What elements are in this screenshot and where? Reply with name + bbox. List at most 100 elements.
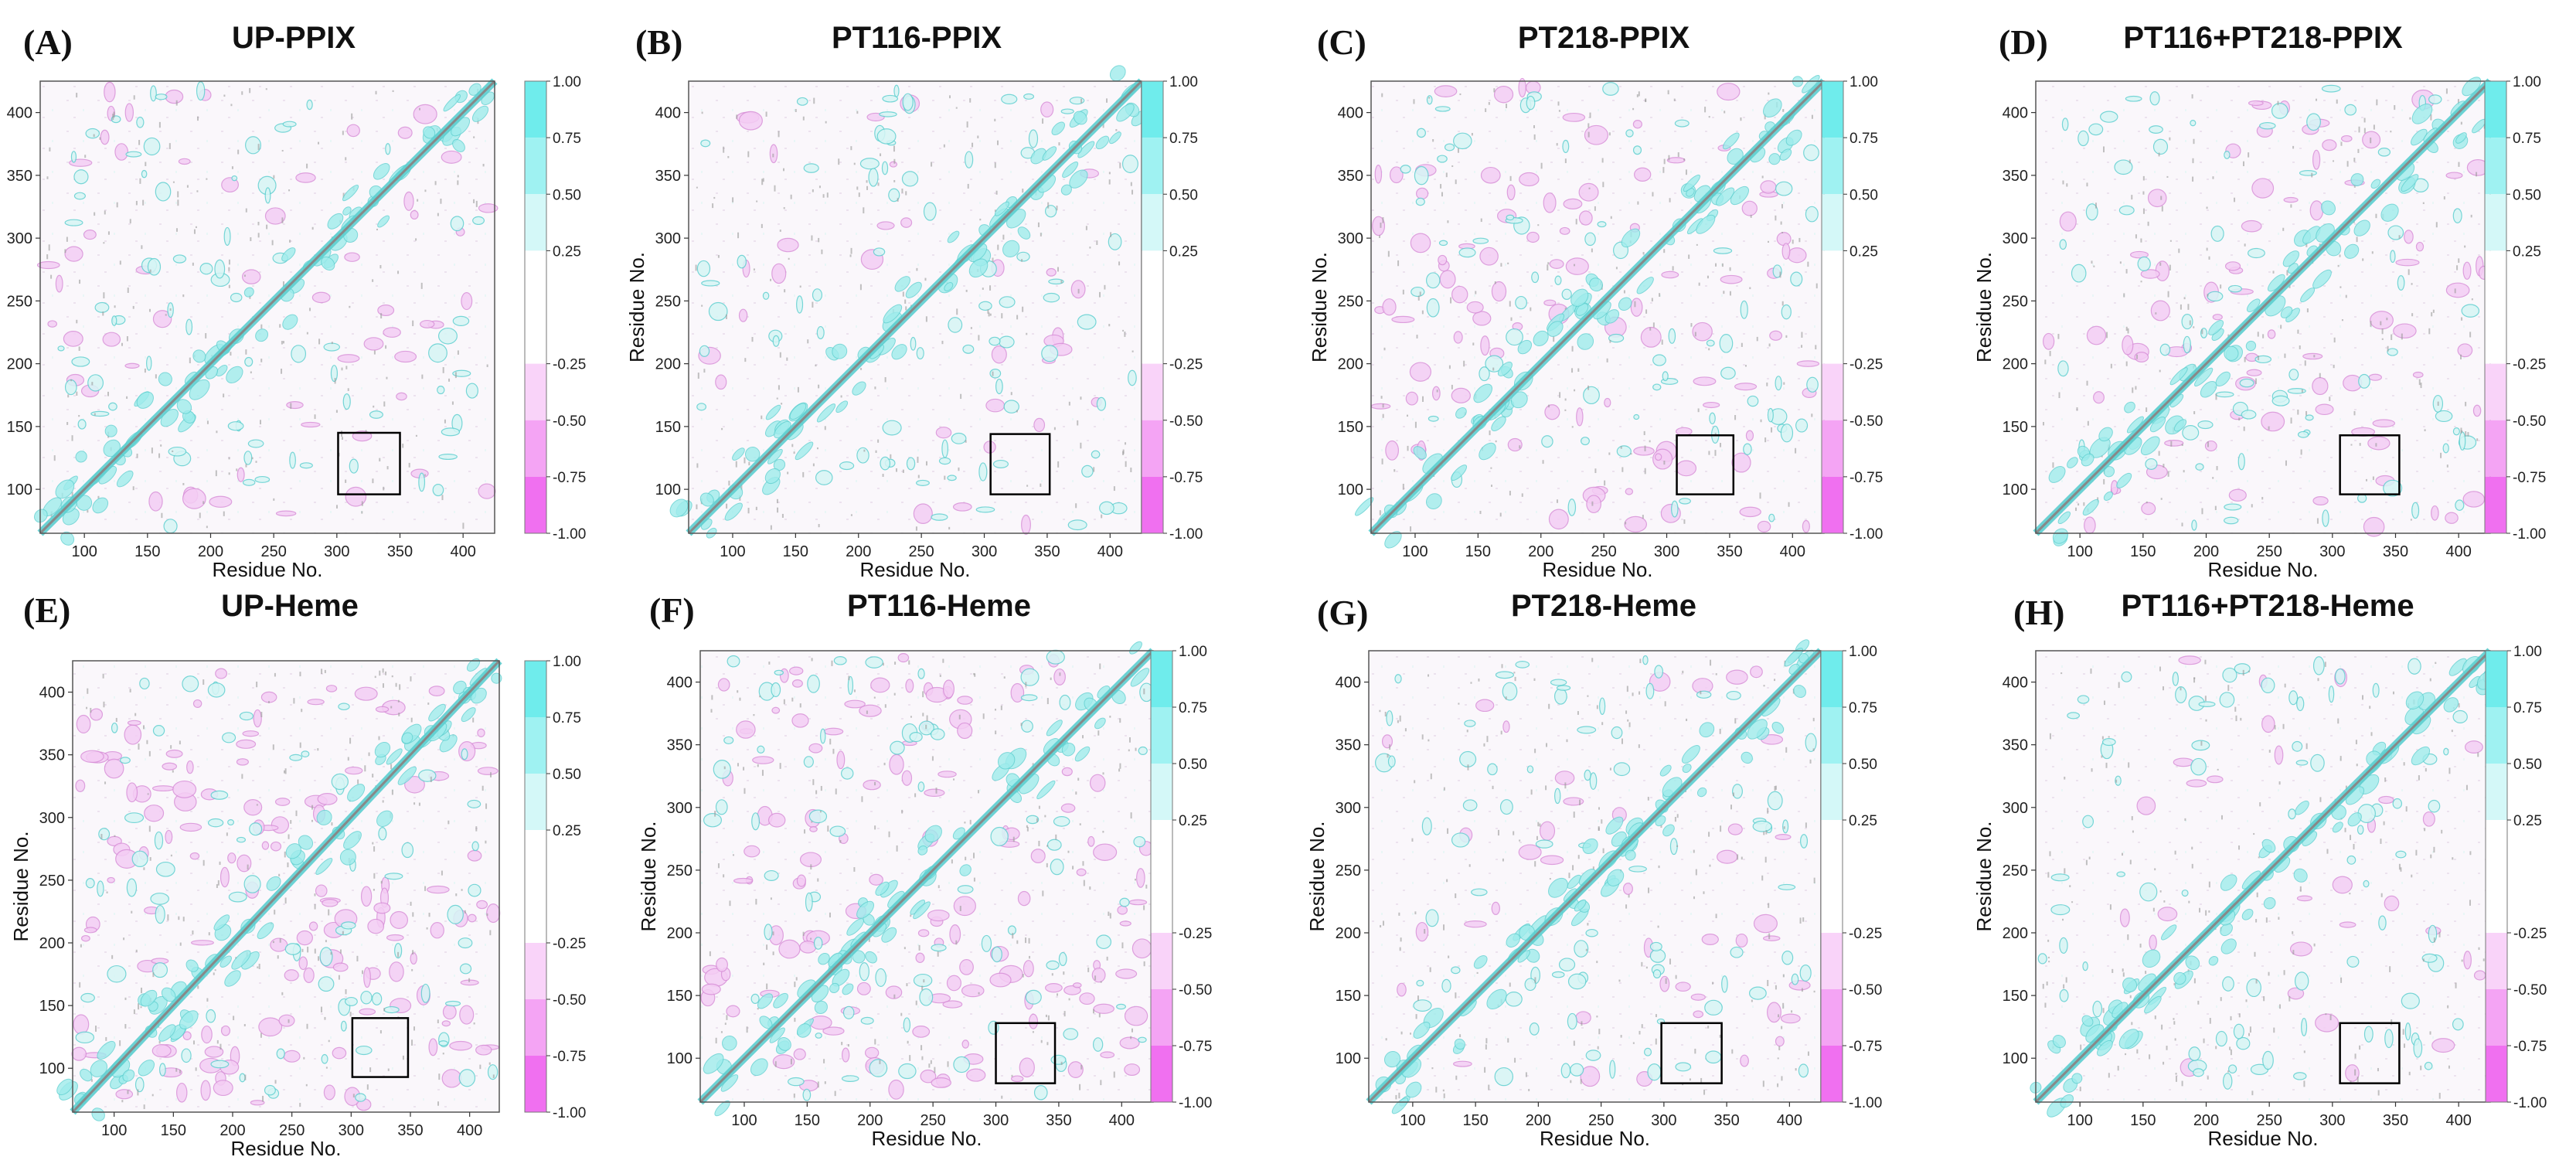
colorbar-band xyxy=(525,943,546,999)
y-tick-label: 350 xyxy=(1338,168,1363,185)
colorbar-band xyxy=(525,774,546,830)
colorbar-tick-label: 0.25 xyxy=(2513,243,2541,260)
y-tick-label: 350 xyxy=(39,747,65,764)
colorbar-tick-label: 0.25 xyxy=(2513,813,2542,829)
colorbar-tick-label: -0.75 xyxy=(553,470,586,486)
x-tick-label: 250 xyxy=(2256,543,2282,560)
x-tick-label: 200 xyxy=(846,543,871,560)
x-tick-label: 100 xyxy=(71,543,97,560)
panel-e: (E) UP-Heme 100 150 200 250 300 350 400 100 150 200… xyxy=(9,589,586,1160)
y-tick-label: 100 xyxy=(655,481,681,498)
y-tick-label: 200 xyxy=(655,356,681,373)
panel-title: PT116-Heme xyxy=(847,589,1031,623)
colorbar-tick-label: 0.50 xyxy=(2513,757,2542,773)
x-tick-label: 350 xyxy=(1034,543,1060,560)
panel-d: (D) PT116+PT218-PPIX 100 150 200 250 300 350 400… xyxy=(1972,21,2546,581)
colorbar-tick-label: 1.00 xyxy=(1169,74,1198,90)
colorbar-tick-label: -0.25 xyxy=(553,936,586,952)
colorbar-band xyxy=(1821,933,1843,989)
panel-a: (A) UP-PPIX 100 150 200 250 300 350 400 100 150 200… xyxy=(7,21,587,581)
x-tick-label: 400 xyxy=(450,543,475,560)
y-tick-label: 300 xyxy=(1338,230,1363,247)
colorbar-tick-label: 0.50 xyxy=(2513,187,2541,203)
colorbar-frame xyxy=(1820,650,1843,1103)
colorbar-tick-label: -1.00 xyxy=(553,1105,586,1121)
panel-title: UP-Heme xyxy=(221,589,359,623)
y-tick-label: 400 xyxy=(1336,675,1361,692)
colorbar-frame xyxy=(2485,650,2508,1103)
y-tick-label: 150 xyxy=(2003,419,2028,436)
x-tick-label: 300 xyxy=(2319,1112,2345,1129)
correlation-contours xyxy=(34,78,499,546)
highlight-box xyxy=(351,1017,410,1078)
colorbar-band xyxy=(525,138,546,195)
y-tick-label: 300 xyxy=(1336,800,1361,817)
colorbar-band xyxy=(2485,363,2506,420)
colorbar-band xyxy=(1142,138,1163,195)
colorbar-band xyxy=(1822,250,1843,364)
x-axis-label: Residue No. xyxy=(859,558,970,581)
colorbar-tick-label: -0.50 xyxy=(553,413,586,430)
y-axis-label: Residue No. xyxy=(1305,821,1329,931)
colorbar-band xyxy=(1822,138,1843,195)
panel-letter: (D) xyxy=(1999,22,2048,62)
y-tick-label: 300 xyxy=(2003,230,2028,247)
highlight-box xyxy=(989,433,1051,495)
x-tick-label: 200 xyxy=(198,543,223,560)
x-tick-label: 150 xyxy=(783,543,808,560)
colorbar-band xyxy=(2486,989,2507,1046)
colorbar: 1.00 0.75 0.50 0.25 -0.25 -0.50 -0.75 -1.00 xyxy=(1150,644,1212,1111)
x-axis-label: Residue No. xyxy=(1540,1127,1650,1150)
x-tick-label: 400 xyxy=(1097,543,1123,560)
x-tick-label: 100 xyxy=(720,543,745,560)
x-tick-label: 150 xyxy=(161,1122,186,1139)
y-tick-label: 150 xyxy=(1336,988,1361,1005)
panel-title: PT218-PPIX xyxy=(1518,21,1690,55)
highlight-box xyxy=(337,431,401,495)
panel-letter: (E) xyxy=(23,590,70,630)
colorbar-band xyxy=(525,717,546,774)
highlight-box xyxy=(1676,434,1735,495)
colorbar-band xyxy=(1142,194,1163,251)
y-axis-label: Residue No. xyxy=(1308,252,1331,362)
colorbar-tick-label: 1.00 xyxy=(553,74,581,90)
x-tick-label: 150 xyxy=(795,1112,820,1129)
colorbar-band xyxy=(1151,764,1172,820)
colorbar-band xyxy=(1142,250,1163,364)
y-tick-label: 200 xyxy=(2003,925,2028,942)
colorbar-band xyxy=(1821,764,1843,820)
panel-title: PT116+PT218-Heme xyxy=(2121,589,2414,623)
y-tick-label: 200 xyxy=(2003,356,2028,373)
x-tick-label: 350 xyxy=(397,1122,423,1139)
colorbar-tick-label: -0.25 xyxy=(553,357,586,373)
colorbar-band xyxy=(1151,1046,1172,1102)
panel-title: PT116+PT218-PPIX xyxy=(2123,21,2403,55)
colorbar-band xyxy=(2485,476,2506,533)
colorbar-tick-label: -0.50 xyxy=(2513,413,2546,430)
panel-letter: (G) xyxy=(1317,593,1368,632)
panel-title: PT116-PPIX xyxy=(832,21,1002,55)
y-tick-label: 150 xyxy=(2003,988,2028,1005)
colorbar-tick-label: -0.75 xyxy=(1849,470,1883,486)
colorbar-tick-label: -0.75 xyxy=(2513,1039,2547,1055)
y-tick-label: 100 xyxy=(1338,481,1363,498)
y-axis-label: Residue No. xyxy=(625,252,648,362)
colorbar-band xyxy=(1142,476,1163,533)
y-tick-label: 400 xyxy=(2003,105,2028,122)
x-axis-label: Residue No. xyxy=(230,1137,341,1160)
colorbar-band xyxy=(1151,651,1172,707)
y-tick-label: 350 xyxy=(655,168,681,185)
y-tick-label: 200 xyxy=(39,935,65,952)
colorbar-band xyxy=(2486,764,2507,820)
panel-letter: (F) xyxy=(649,590,695,630)
colorbar-tick-label: 0.25 xyxy=(553,243,581,260)
y-tick-label: 250 xyxy=(655,293,681,310)
plot-frame xyxy=(39,80,495,534)
correlation-contours xyxy=(56,658,502,1121)
colorbar-band xyxy=(1821,1046,1843,1102)
panel-b: (B) PT116-PPIX 100 150 200 250 300 350 400 100 150… xyxy=(625,21,1203,581)
colorbar-band xyxy=(2485,81,2506,138)
colorbar-band xyxy=(1822,363,1843,420)
colorbar-frame xyxy=(524,80,547,534)
